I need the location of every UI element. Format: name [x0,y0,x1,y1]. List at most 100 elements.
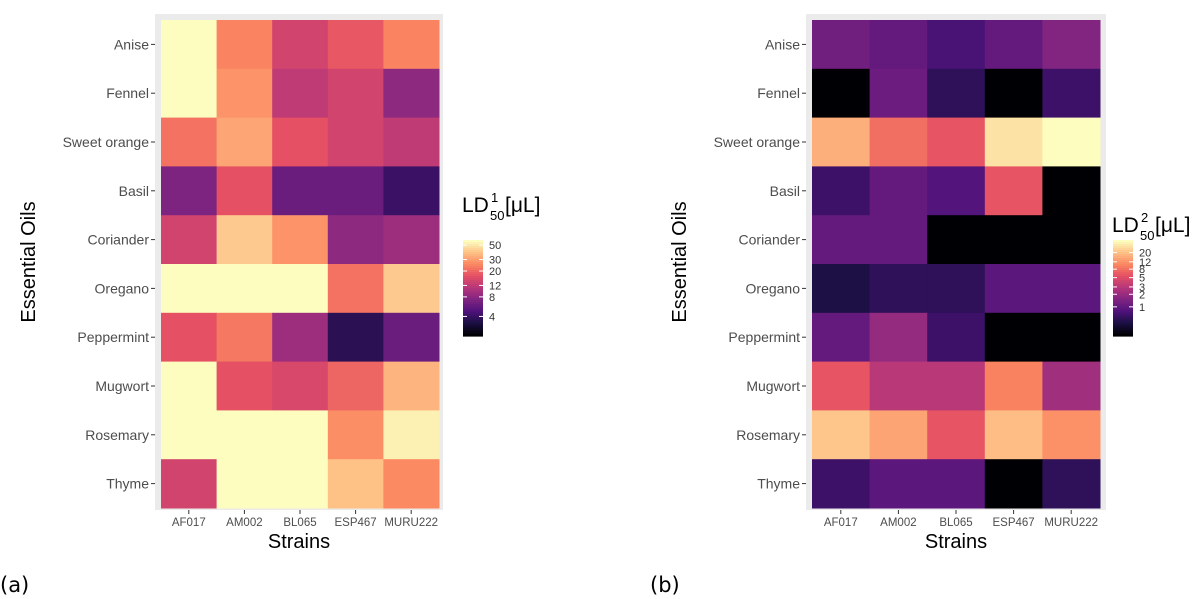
colorbar-stripe [1113,326,1133,329]
colorbar-stripe [463,264,483,267]
heatmap-cell [869,361,928,411]
colorbar-stripe [1113,292,1133,295]
colorbar-stripe [1113,294,1133,297]
x-tick-label: AF017 [172,517,206,529]
colorbar-stripe [463,324,483,327]
colorbar-stripe [463,242,483,245]
heatmap-cell [327,215,384,265]
heatmap-cell [383,215,440,265]
colorbar-stripe [463,274,483,277]
heatmap-cell [161,459,218,509]
colorbar-stripe [1113,308,1133,311]
colorbar-stripe [463,304,483,307]
colorbar-stripe [463,280,483,283]
heatmap-cell [327,117,384,167]
heatmap-cell [383,20,440,70]
colorbar-stripe [1113,296,1133,299]
colorbar-stripe [463,260,483,263]
heatmap-cell [272,166,329,216]
heatmap-cell [327,459,384,509]
x-tick-label: MURU222 [384,517,438,529]
colorbar-stripe [1113,290,1133,293]
x-tick-label: BL065 [939,517,972,529]
heatmap-cell [272,264,329,314]
heatmap-cell [216,264,273,314]
colorbar-stripe [1113,312,1133,315]
colorbar-stripe [1113,332,1133,335]
colorbar-stripe [1113,280,1133,283]
colorbar-stripe [463,288,483,291]
colorbar-label: 12 [489,280,501,292]
y-tick-label: Coriander [739,232,801,248]
y-tick-label: Basil [119,183,149,199]
panel-label: (b) [650,573,680,597]
legend-title-main: LD [1112,214,1139,237]
legend-title-superscript: 1 [491,190,498,205]
x-tick-label: AM002 [880,517,916,529]
heatmap-cell [216,361,273,411]
y-tick-label: Peppermint [77,329,149,345]
colorbar-stripe [1113,286,1133,289]
colorbar-stripe [463,320,483,323]
heatmap-cell [161,117,218,167]
colorbar-stripe [463,246,483,249]
x-tick-label: AM002 [226,517,262,529]
heatmap-cell [984,361,1043,411]
colorbar-stripe [463,252,483,255]
colorbar-stripe [463,322,483,325]
heatmap-panel-a: Anise Fennel Sweet orange Basil Coriander Ore… [0,14,540,597]
colorbar-stripe [1113,260,1133,263]
y-tick-label: Mugwort [746,378,800,394]
colorbar-stripe [463,256,483,259]
y-tick-label: Sweet orange [63,134,150,150]
heatmap-cell [161,215,218,265]
heatmap-cell [927,166,986,216]
heatmap-cell [1042,459,1101,509]
colorbar-label: 8 [489,292,495,304]
y-tick-label: Peppermint [728,329,800,345]
colorbar-stripe [463,296,483,299]
colorbar-stripe [463,244,483,247]
legend-title-subscript: 50 [1140,228,1154,243]
heatmap-cell [161,410,218,460]
y-tick-label: Basil [770,183,800,199]
heatmap-cell [984,264,1043,314]
heatmap-cell [927,312,986,363]
legend-title-unit: [μL] [505,194,540,217]
y-tick-label: Coriander [88,232,150,248]
colorbar-stripe [463,272,483,275]
heatmap-cell [984,68,1043,119]
colorbar-stripe [463,298,483,301]
colorbar-stripe [1113,258,1133,261]
colorbar-stripe [463,254,483,257]
heatmap-cell [216,215,273,265]
colorbar-stripe [463,258,483,261]
heatmap-cell [869,68,928,119]
heatmap-cell [927,117,986,167]
colorbar-label: 4 [489,311,495,323]
x-tick-label: BL065 [283,517,316,529]
y-tick-label: Thyme [106,476,149,492]
colorbar-stripe [1113,274,1133,277]
colorbar-stripe [463,328,483,331]
heatmap-cell [984,20,1043,70]
colorbar-stripe [1113,298,1133,301]
heatmap-cell [927,410,986,460]
x-tick-label: MURU222 [1044,517,1098,529]
heatmap-cell [327,68,384,119]
y-axis-title: Essential Oils [669,201,691,322]
heatmap-cell [984,459,1043,509]
heatmap-cell [161,312,218,363]
heatmap-cell [869,264,928,314]
heatmap-cell [327,312,384,363]
heatmap-panel-b: Anise Fennel Sweet orange Basil Coriander Ore… [650,14,1190,597]
heatmap-cell [812,361,871,411]
y-tick-label: Anise [114,36,149,52]
colorbar-stripe [463,308,483,311]
y-tick-label: Anise [765,36,800,52]
colorbar-stripe [1113,282,1133,285]
heatmap-cell [272,459,329,509]
colorbar-stripe [1113,268,1133,271]
